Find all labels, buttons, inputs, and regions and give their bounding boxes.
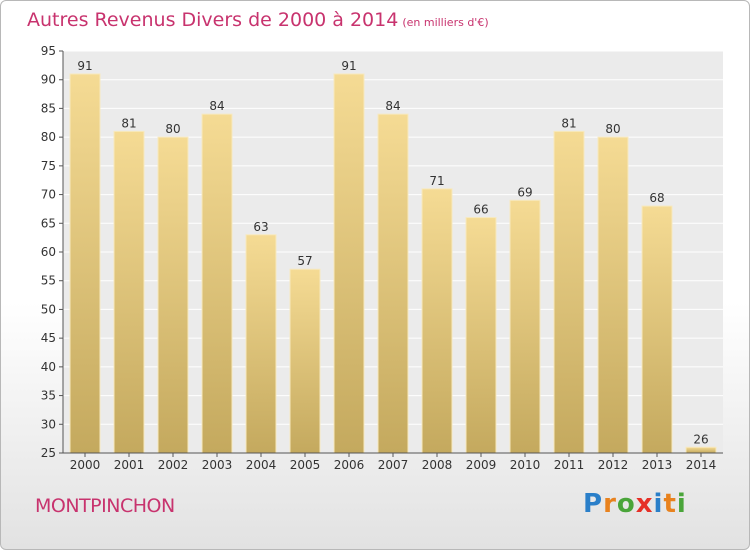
- y-tick-label: 65: [41, 216, 56, 230]
- value-label-2007: 84: [385, 99, 400, 113]
- bar-2000: [69, 73, 101, 454]
- logo-letter: t: [663, 489, 677, 519]
- y-tick-label: 70: [41, 188, 56, 202]
- x-tick-label-2005: 2005: [290, 458, 321, 472]
- value-label-2000: 91: [77, 59, 92, 73]
- proxiti-logo: Proxiti: [583, 489, 687, 519]
- y-tick-label: 75: [41, 159, 56, 173]
- commune-name: MONTPINCHON: [35, 495, 175, 517]
- value-label-2010: 69: [517, 185, 532, 199]
- x-tick-label-2003: 2003: [202, 458, 233, 472]
- bar-2014: [685, 446, 717, 454]
- x-tick-label-2000: 2000: [70, 458, 101, 472]
- y-tick-label: 45: [41, 331, 56, 345]
- y-tick-label: 30: [41, 417, 56, 431]
- x-tick-label-2002: 2002: [158, 458, 189, 472]
- logo-letter: r: [603, 489, 617, 519]
- x-tick-label-2011: 2011: [554, 458, 585, 472]
- y-tick-label: 55: [41, 274, 56, 288]
- logo-letter: x: [635, 489, 654, 519]
- logo-letter: i: [676, 489, 687, 519]
- bar-2010: [509, 199, 541, 454]
- bars: 91 81 80 84 63 57 91 84 71 66 69 81 80 68 26: [69, 59, 717, 454]
- y-tick-label: 90: [41, 73, 56, 87]
- logo-letter: o: [616, 489, 636, 519]
- value-label-2006: 91: [341, 59, 356, 73]
- bar-2002: [157, 136, 189, 454]
- value-label-2003: 84: [209, 99, 224, 113]
- y-tick-label: 95: [41, 44, 56, 58]
- bar-2004: [245, 234, 277, 454]
- y-tick-label: 85: [41, 101, 56, 115]
- y-tick-label: 50: [41, 302, 56, 316]
- bar-2013: [641, 205, 673, 454]
- chart-title-text: Autres Revenus Divers de 2000 à 2014: [27, 9, 399, 31]
- logo-letter: P: [583, 489, 604, 519]
- y-tick-label: 60: [41, 245, 56, 259]
- bar-2009: [465, 217, 497, 454]
- value-label-2009: 66: [473, 203, 488, 217]
- value-label-2002: 80: [165, 122, 180, 136]
- y-tick-label: 40: [41, 360, 56, 374]
- x-tick-label-2009: 2009: [466, 458, 497, 472]
- bar-2006: [333, 73, 365, 454]
- x-tick-label-2007: 2007: [378, 458, 409, 472]
- bar-2012: [597, 136, 629, 454]
- y-tick-label: 80: [41, 130, 56, 144]
- value-label-2012: 80: [605, 122, 620, 136]
- x-tick-label-2006: 2006: [334, 458, 365, 472]
- value-label-2013: 68: [649, 191, 664, 205]
- value-label-2011: 81: [561, 116, 576, 130]
- value-label-2005: 57: [297, 254, 312, 268]
- x-tick-label-2008: 2008: [422, 458, 453, 472]
- logo-letter: i: [653, 489, 664, 519]
- value-label-2014: 26: [693, 432, 708, 446]
- chart-title: Autres Revenus Divers de 2000 à 2014 (en …: [27, 9, 489, 31]
- value-label-2001: 81: [121, 116, 136, 130]
- x-tick-label-2014: 2014: [686, 458, 717, 472]
- bar-2011: [553, 130, 585, 454]
- chart-unit: (en milliers d'€): [402, 16, 489, 29]
- x-tick-label-2010: 2010: [510, 458, 541, 472]
- x-tick-label-2013: 2013: [642, 458, 673, 472]
- axes: 25 30 35 40 45 50 55 60 65 70 75 80 85 90 95 2000 2001 20…: [41, 44, 723, 472]
- value-label-2008: 71: [429, 174, 444, 188]
- bar-2001: [113, 130, 145, 454]
- bar-2007: [377, 113, 409, 454]
- y-tick-label: 35: [41, 389, 56, 403]
- y-tick-label: 25: [41, 446, 56, 460]
- bar-2008: [421, 188, 453, 454]
- x-tick-label-2001: 2001: [114, 458, 145, 472]
- x-tick-label-2012: 2012: [598, 458, 629, 472]
- bar-2005: [289, 268, 321, 454]
- x-tick-label-2004: 2004: [246, 458, 277, 472]
- value-label-2004: 63: [253, 220, 268, 234]
- bar-2003: [201, 113, 233, 454]
